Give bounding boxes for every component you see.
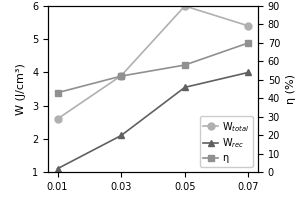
Y-axis label: η (%): η (%)	[286, 74, 296, 104]
Legend: W$_{total}$, W$_{rec}$, η: W$_{total}$, W$_{rec}$, η	[200, 116, 253, 167]
Y-axis label: W (J/cm³): W (J/cm³)	[16, 63, 26, 115]
